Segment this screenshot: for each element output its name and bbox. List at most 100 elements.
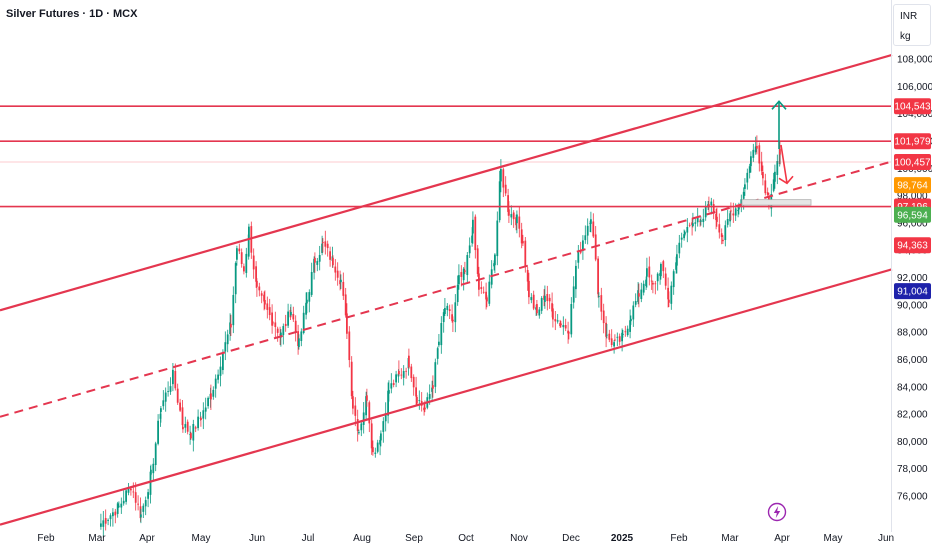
price-tag-label: 100,457 <box>894 158 931 169</box>
candle <box>332 254 334 268</box>
candle <box>268 298 271 321</box>
candle <box>746 168 749 190</box>
candle <box>474 214 477 259</box>
candle-body <box>704 206 707 218</box>
candle <box>240 248 243 268</box>
candle-body <box>744 184 746 189</box>
candle-body <box>518 216 521 229</box>
candle-body <box>395 374 397 383</box>
candle-body <box>564 325 567 329</box>
candle <box>490 260 493 289</box>
candle <box>140 508 142 524</box>
candle <box>224 331 227 361</box>
candle-body <box>125 490 127 502</box>
candle-body <box>346 313 348 334</box>
candle-body <box>734 208 737 216</box>
candle <box>264 290 266 310</box>
candle-body <box>362 412 365 425</box>
candle <box>776 154 779 185</box>
candle <box>416 395 418 406</box>
candle-body <box>624 331 627 333</box>
channel-lower-line <box>0 268 893 526</box>
flash-icon[interactable] <box>767 502 787 522</box>
candle-body <box>416 397 418 404</box>
candle-body <box>758 145 761 164</box>
candle-body <box>572 286 575 303</box>
y-tick-label: 90,000 <box>897 300 928 311</box>
price-tag-bg <box>894 133 931 150</box>
candle <box>579 241 582 255</box>
candle <box>764 173 767 196</box>
candle-body <box>742 191 745 199</box>
candle <box>630 315 632 325</box>
candle-body <box>162 400 165 407</box>
candle-body <box>696 217 699 223</box>
candle-body <box>464 270 466 272</box>
candle-body <box>326 243 329 249</box>
candle <box>575 260 577 298</box>
candle <box>614 334 616 342</box>
candle-body <box>238 248 241 252</box>
candle <box>536 299 538 316</box>
candle-body <box>390 383 393 389</box>
candle <box>624 325 627 337</box>
candle <box>676 244 678 274</box>
candle-body <box>522 241 524 244</box>
candle-body <box>282 326 285 336</box>
candle-body <box>109 515 112 520</box>
candle <box>712 199 715 220</box>
candle-body <box>536 304 538 314</box>
price-tag-label: 104,543 <box>894 102 931 113</box>
candle <box>498 170 501 223</box>
candle <box>556 314 559 324</box>
candle-body <box>366 395 368 401</box>
candle-body <box>683 234 685 239</box>
candle-body <box>316 261 319 265</box>
candle <box>672 269 675 295</box>
down-arrow-head <box>778 175 794 185</box>
candle-body <box>334 266 337 273</box>
currency-unit-box[interactable]: INR kg <box>893 4 931 46</box>
candle <box>548 294 551 309</box>
candle <box>306 292 308 314</box>
candle-body <box>266 303 269 310</box>
candle <box>584 225 587 244</box>
candle-body <box>708 204 710 207</box>
candle-body <box>424 407 426 410</box>
candle-body <box>190 433 192 439</box>
candle <box>172 363 174 392</box>
candle <box>508 201 510 224</box>
candle <box>219 356 222 387</box>
candle <box>600 287 603 321</box>
candle <box>276 326 279 342</box>
candle-body <box>247 234 250 257</box>
candle-body <box>287 311 289 326</box>
candle-body <box>243 266 245 272</box>
candle-body <box>436 348 439 359</box>
candle-body <box>760 161 763 172</box>
candle <box>125 488 127 505</box>
candle <box>476 244 479 277</box>
candle <box>102 510 105 538</box>
candle <box>466 252 469 284</box>
candle <box>150 464 152 479</box>
candle <box>779 141 781 165</box>
candle <box>370 419 373 455</box>
candle-body <box>667 287 669 300</box>
candle-body <box>602 310 605 324</box>
candle-body <box>776 161 779 175</box>
candle <box>164 387 167 412</box>
candle <box>350 356 353 400</box>
candle-body <box>365 396 367 416</box>
candle-body <box>102 520 105 527</box>
unit-label: kg <box>900 31 911 42</box>
candle-body <box>600 295 603 312</box>
candle <box>760 151 763 176</box>
candle <box>526 267 529 291</box>
candle-body <box>586 225 589 236</box>
candle <box>608 329 611 343</box>
candle <box>577 245 580 269</box>
candle-body <box>438 341 440 346</box>
candle-body <box>480 287 483 290</box>
